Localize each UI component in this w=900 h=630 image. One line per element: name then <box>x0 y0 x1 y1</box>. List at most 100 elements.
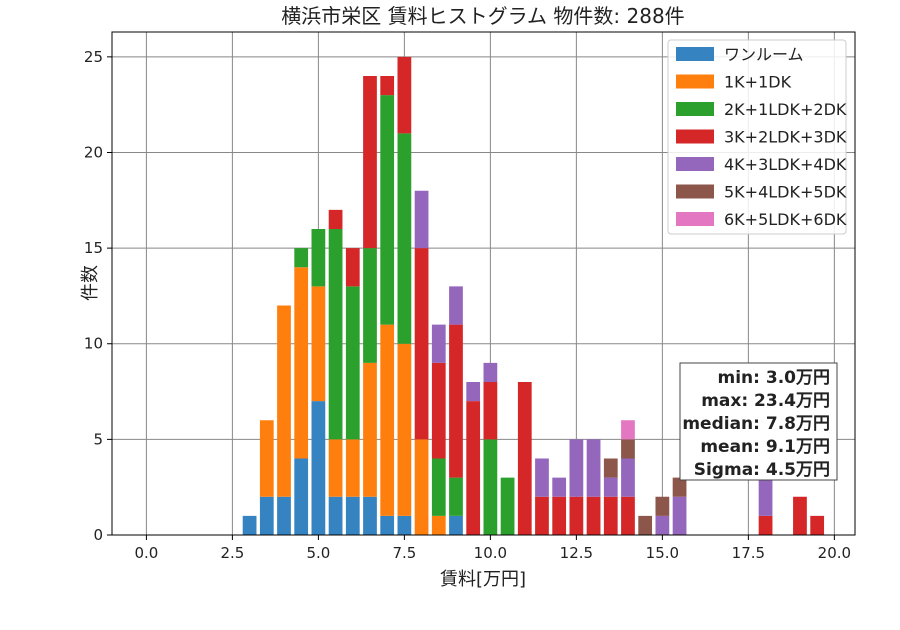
x-tick-label: 5.0 <box>306 544 330 562</box>
bar-segment-series-3 <box>552 496 567 535</box>
bar-segment-series-0 <box>277 496 291 535</box>
stats-sigma: Sigma: 4.5万円 <box>694 460 830 480</box>
bar-segment-series-1 <box>380 324 395 516</box>
legend-swatch <box>676 47 714 61</box>
bar-segment-series-0 <box>397 515 412 535</box>
y-tick-label: 0 <box>93 526 103 544</box>
bar-segment-series-2 <box>500 477 515 535</box>
bar-segment-series-0 <box>311 401 326 535</box>
bar-segment-series-3 <box>586 496 601 535</box>
bar-segment-series-4 <box>414 190 429 249</box>
legend-swatch <box>676 184 714 199</box>
bar-segment-series-0 <box>259 496 274 535</box>
bar-segment-series-4 <box>569 439 584 497</box>
bar-segment-series-3 <box>483 381 498 440</box>
bar-segment-series-1 <box>277 305 291 497</box>
legend-swatch <box>676 74 714 89</box>
bar-segment-series-1 <box>363 362 377 497</box>
bar-segment-series-0 <box>328 496 343 535</box>
bar-segment-series-2 <box>483 439 498 535</box>
stats-max: max: 23.4万円 <box>701 391 830 411</box>
bar-segment-series-4 <box>655 515 670 535</box>
bar-segment-series-3 <box>380 75 395 96</box>
bar-segment-series-1 <box>294 267 309 459</box>
legend-swatch <box>676 129 714 144</box>
stats-median: median: 7.8万円 <box>682 414 830 434</box>
x-tick-label: 15.0 <box>646 544 679 562</box>
x-tick-label: 2.5 <box>220 544 244 562</box>
bar-segment-series-4 <box>483 362 498 382</box>
legend-label: 1K+1DK <box>724 73 792 92</box>
x-tick-label: 20.0 <box>818 544 851 562</box>
x-tick-label: 10.0 <box>474 544 507 562</box>
y-tick-label: 25 <box>84 48 103 66</box>
y-tick-label: 20 <box>84 143 103 161</box>
plot-frame <box>111 31 856 536</box>
bar-segment-series-3 <box>758 515 773 535</box>
bar-segment-series-4 <box>449 286 463 325</box>
bar-segment-series-2 <box>397 133 412 344</box>
bar-segment-series-0 <box>242 515 257 535</box>
bar-segment-series-4 <box>621 458 635 497</box>
bar-segment-series-0 <box>449 515 463 535</box>
bar-segment-series-0 <box>294 458 309 535</box>
bar-segment-series-4 <box>431 324 446 363</box>
stats-min: min: 3.0万円 <box>718 368 830 388</box>
bar-segment-series-3 <box>621 496 635 535</box>
bar-segment-series-0 <box>363 496 377 535</box>
bar-segment-series-1 <box>345 439 360 497</box>
stats-mean: mean: 9.1万円 <box>700 437 830 457</box>
bar-segment-series-3 <box>466 401 481 535</box>
bar-segment-series-2 <box>311 228 326 287</box>
x-axis-label: 賃料[万円] <box>440 569 526 590</box>
y-axis-ticks: 0 5 10 15 20 25 <box>84 48 112 544</box>
bar-segment-series-6 <box>621 420 635 440</box>
y-tick-label: 10 <box>84 335 103 353</box>
bar-segment-series-3 <box>793 496 807 535</box>
x-tick-label: 12.5 <box>560 544 593 562</box>
y-tick-label: 15 <box>84 239 103 257</box>
bar-segment-series-3 <box>414 248 429 440</box>
stats-box: min: 3.0万円 max: 23.4万円 median: 7.8万円 mea… <box>679 362 838 481</box>
bar-segment-series-4 <box>552 477 567 497</box>
legend-swatch <box>676 102 714 116</box>
bar-segment-series-1 <box>431 515 446 535</box>
bar-segment-series-5 <box>603 458 618 478</box>
bar-segment-series-2 <box>380 95 395 325</box>
bar-segment-series-3 <box>431 362 446 459</box>
bar-segment-series-4 <box>586 439 601 497</box>
y-tick-label: 5 <box>93 430 103 448</box>
bar-segment-series-2 <box>294 248 309 268</box>
legend-swatch <box>676 157 714 171</box>
bar-segment-series-4 <box>466 381 481 402</box>
bar-segment-series-2 <box>431 458 446 516</box>
bar-segment-series-1 <box>328 439 343 497</box>
bar-segment-series-2 <box>363 248 377 363</box>
bar-segment-series-2 <box>328 228 343 440</box>
legend-label: 4K+3LDK+4DK <box>724 155 847 174</box>
legend-label: 3K+2LDK+3DK <box>724 128 847 147</box>
x-tick-label: 0.0 <box>134 544 158 562</box>
bar-segment-series-1 <box>397 343 412 516</box>
legend: ワンルーム 1K+1DK 2K+1LDK+2DK 3K+2LDK+3DK 4K+3LDK… <box>667 39 847 235</box>
stacked-bars <box>242 56 825 535</box>
bar-segment-series-5 <box>638 515 653 535</box>
legend-label: 6K+5LDK+6DK <box>724 210 847 229</box>
bar-segment-series-5 <box>672 477 687 497</box>
x-tick-label: 17.5 <box>732 544 765 562</box>
chart-title: 横浜市栄区 賃料ヒストグラム 物件数: 288件 <box>281 4 684 28</box>
bar-segment-series-3 <box>810 515 825 535</box>
bar-segment-series-3 <box>397 56 412 134</box>
bar-segment-series-3 <box>328 209 343 229</box>
bar-segment-series-4 <box>603 477 618 497</box>
bar-segment-series-0 <box>380 515 395 535</box>
bar-segment-series-4 <box>758 477 773 516</box>
bar-segment-series-3 <box>535 496 549 535</box>
legend-label: ワンルーム <box>724 45 804 64</box>
bar-segment-series-2 <box>449 477 463 516</box>
bar-segment-series-3 <box>363 75 377 249</box>
bar-segment-series-1 <box>414 439 429 535</box>
bar-segment-series-4 <box>535 458 549 497</box>
bar-segment-series-5 <box>655 496 670 516</box>
